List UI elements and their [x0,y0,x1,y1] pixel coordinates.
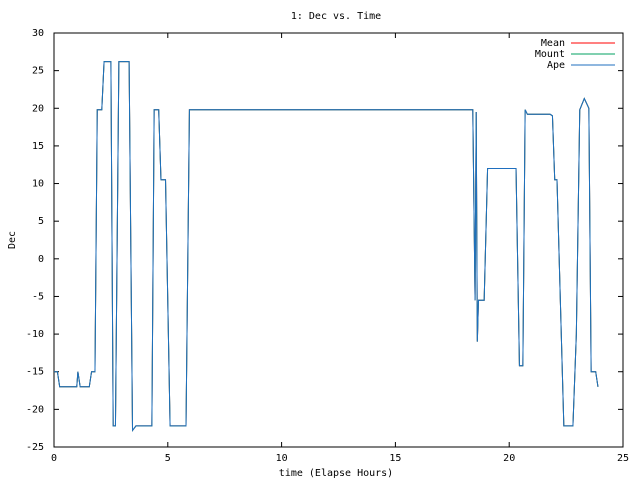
x-tick-label: 10 [276,453,288,464]
y-tick-label: 10 [32,179,44,190]
x-tick-label: 15 [389,453,401,464]
legend-label: Ape [547,60,565,71]
y-tick-label: -20 [26,404,44,415]
x-axis-label: time (Elapse Hours) [279,468,393,479]
y-tick-label: 20 [32,103,44,114]
legend-label: Mount [535,49,565,60]
legend-label: Mean [541,38,565,49]
x-tick-label: 0 [51,453,57,464]
y-axis-label: Dec [7,231,18,249]
series-line [54,61,599,432]
y-tick-label: 25 [32,66,44,77]
y-tick-label: 0 [38,254,44,265]
y-tick-label: -25 [26,442,44,453]
y-tick-label: -5 [32,291,44,302]
y-tick-label: 30 [32,28,44,39]
y-tick-label: -10 [26,329,44,340]
y-tick-label: 15 [32,141,44,152]
x-tick-label: 25 [617,453,629,464]
plot-frame [53,32,624,448]
series-line [54,61,599,432]
y-tick-label: 5 [38,216,44,227]
x-tick-label: 20 [503,453,515,464]
chart-title: 1: Dec vs. Time [291,11,381,22]
y-tick-label: -15 [26,367,44,378]
x-tick-label: 5 [165,453,171,464]
series-line [54,61,599,432]
